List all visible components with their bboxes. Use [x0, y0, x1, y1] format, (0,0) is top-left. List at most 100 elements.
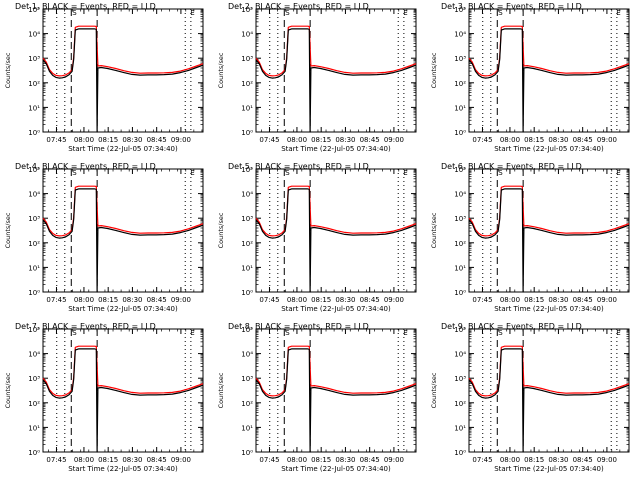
y-tick-label: 10³	[28, 375, 40, 383]
series-line-events	[468, 28, 630, 133]
panel-title: Det 5, BLACK = Events, RED = LLD	[228, 162, 369, 171]
y-tick-label: 10¹	[28, 264, 40, 272]
plot-frame	[42, 328, 204, 453]
panel-det-4: Det 4, BLACK = Events, RED = LLD Counts/s…	[4, 162, 204, 313]
y-tick-label: 10³	[241, 375, 253, 383]
x-axis-label: Start Time (22-Jul-05 07:34:40)	[494, 465, 604, 473]
series-line-lld	[468, 345, 630, 397]
y-tick-label: 10¹	[241, 424, 253, 432]
y-tick-label: 10⁰	[241, 129, 253, 137]
x-tick-label: 07:45	[259, 136, 279, 144]
panel-title: Det 2, BLACK = Events, RED = LLD	[228, 2, 369, 11]
y-tick-label: 10³	[241, 55, 253, 63]
marker-label-s: S	[498, 9, 503, 17]
series-line-events	[255, 28, 417, 133]
y-tick-label: 10⁴	[454, 31, 466, 39]
x-tick-label: 09:00	[384, 296, 404, 304]
x-tick-label: 08:00	[74, 136, 94, 144]
panel-det-3: Det 3, BLACK = Events, RED = LLD Counts/s…	[430, 2, 630, 153]
x-axis-label: Start Time (22-Jul-05 07:34:40)	[281, 145, 391, 153]
series-line-events	[255, 348, 417, 453]
x-tick-label: 08:15	[311, 456, 331, 464]
x-tick-label: 09:00	[384, 136, 404, 144]
x-tick-label: 08:30	[548, 136, 568, 144]
x-tick-label: 09:00	[597, 456, 617, 464]
series-line-lld	[42, 185, 204, 237]
panel-title: Det 3, BLACK = Events, RED = LLD	[441, 2, 582, 11]
y-tick-label: 10²	[454, 400, 466, 408]
marker-label-s: S	[498, 169, 503, 177]
y-tick-label: 10³	[454, 55, 466, 63]
plot-frame	[42, 8, 204, 133]
x-tick-label: 08:30	[548, 296, 568, 304]
y-axis-label: Counts/sec	[217, 212, 225, 248]
x-tick-label: 07:45	[46, 296, 66, 304]
x-tick-label: 07:45	[472, 296, 492, 304]
y-tick-label: 10⁴	[28, 31, 40, 39]
y-tick-label: 10⁴	[28, 351, 40, 359]
x-tick-label: 07:45	[472, 456, 492, 464]
y-tick-label: 10³	[241, 215, 253, 223]
x-axis-label: Start Time (22-Jul-05 07:34:40)	[494, 305, 604, 313]
x-tick-label: 08:00	[500, 136, 520, 144]
y-tick-label: 10⁴	[241, 191, 253, 199]
y-tick-label: 10¹	[28, 424, 40, 432]
y-tick-label: 10²	[28, 240, 40, 248]
x-axis-label: Start Time (22-Jul-05 07:34:40)	[494, 145, 604, 153]
plot-frame	[255, 328, 417, 453]
x-tick-label: 08:15	[524, 456, 544, 464]
x-tick-label: 08:00	[287, 136, 307, 144]
x-tick-label: 08:30	[122, 296, 142, 304]
panel-det-1: Det 1, BLACK = Events, RED = LLD Counts/s…	[4, 2, 204, 153]
panel-det-2: Det 2, BLACK = Events, RED = LLD Counts/s…	[217, 2, 417, 153]
marker-label-e: E	[190, 329, 194, 337]
marker-label-e: E	[403, 9, 407, 17]
y-tick-label: 10¹	[454, 424, 466, 432]
x-tick-label: 08:15	[98, 296, 118, 304]
x-tick-label: 08:30	[548, 456, 568, 464]
y-axis-label: Counts/sec	[430, 52, 438, 88]
marker-label-s: S	[285, 169, 290, 177]
x-axis-label: Start Time (22-Jul-05 07:34:40)	[68, 305, 178, 313]
y-tick-label: 10⁰	[454, 129, 466, 137]
y-tick-label: 10⁴	[241, 351, 253, 359]
y-tick-label: 10⁰	[28, 449, 40, 457]
y-axis-label: Counts/sec	[217, 52, 225, 88]
series-line-lld	[255, 345, 417, 397]
series-line-events	[468, 348, 630, 453]
marker-label-s: S	[72, 329, 77, 337]
y-tick-label: 10⁰	[28, 289, 40, 297]
x-tick-label: 08:45	[573, 296, 593, 304]
marker-label-e: E	[190, 9, 194, 17]
x-tick-label: 08:15	[311, 136, 331, 144]
panel-title: Det 1, BLACK = Events, RED = LLD	[15, 2, 156, 11]
panel-title: Det 8, BLACK = Events, RED = LLD	[228, 322, 369, 331]
x-tick-label: 07:45	[472, 136, 492, 144]
marker-label-s: S	[285, 9, 290, 17]
y-axis-label: Counts/sec	[4, 212, 12, 248]
y-tick-label: 10²	[454, 240, 466, 248]
y-tick-label: 10⁴	[28, 191, 40, 199]
y-tick-label: 10⁵	[454, 166, 466, 174]
x-tick-label: 07:45	[46, 136, 66, 144]
x-tick-label: 08:15	[98, 136, 118, 144]
y-tick-label: 10⁵	[28, 6, 40, 14]
x-tick-label: 08:45	[360, 296, 380, 304]
x-tick-label: 09:00	[171, 296, 191, 304]
series-line-events	[42, 188, 204, 293]
y-axis-label: Counts/sec	[430, 212, 438, 248]
y-tick-label: 10²	[241, 240, 253, 248]
y-tick-label: 10²	[28, 80, 40, 88]
series-line-lld	[255, 25, 417, 77]
x-tick-label: 08:00	[287, 456, 307, 464]
x-tick-label: 08:00	[500, 456, 520, 464]
marker-label-s: S	[498, 329, 503, 337]
x-tick-label: 08:00	[287, 296, 307, 304]
series-line-events	[255, 188, 417, 293]
y-tick-label: 10²	[241, 400, 253, 408]
plot-frame	[468, 8, 630, 133]
x-tick-label: 07:45	[46, 456, 66, 464]
panel-title: Det 6, BLACK = Events, RED = LLD	[441, 162, 582, 171]
plot-frame	[468, 328, 630, 453]
